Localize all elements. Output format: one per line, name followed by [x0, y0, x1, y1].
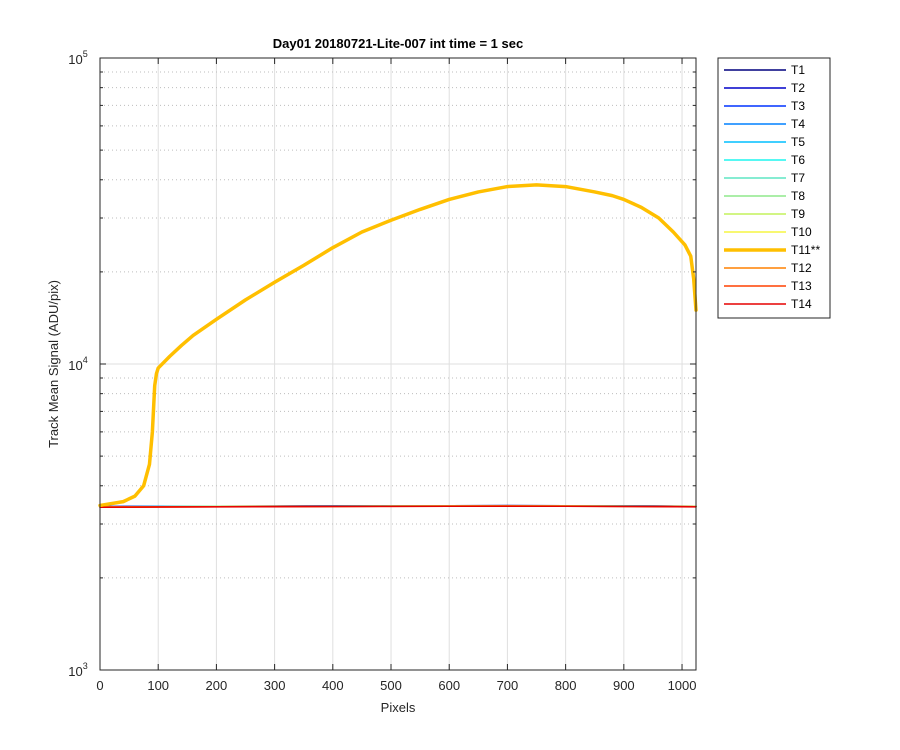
- series-line-t11: [98, 183, 698, 508]
- chart-title: Day01 20180721-Lite-007 int time = 1 sec: [273, 36, 523, 51]
- legend-label: T2: [791, 81, 805, 95]
- legend-label: T5: [791, 135, 805, 149]
- legend-label: T12: [791, 261, 812, 275]
- x-tick-label: 900: [613, 678, 635, 693]
- legend-label: T3: [791, 99, 805, 113]
- x-tick-label: 600: [438, 678, 460, 693]
- legend-label: T4: [791, 117, 805, 131]
- x-tick-label: 700: [497, 678, 519, 693]
- legend-label: T6: [791, 153, 805, 167]
- legend-label: T11**: [791, 243, 820, 257]
- y-tick-exponent: 5: [83, 49, 88, 59]
- legend-label: T9: [791, 207, 805, 221]
- legend-label: T10: [791, 225, 812, 239]
- x-tick-label: 1000: [668, 678, 697, 693]
- y-axis-label: Track Mean Signal (ADU/pix): [46, 280, 61, 448]
- x-axis-label: Pixels: [381, 700, 416, 715]
- y-tick-exponent: 3: [83, 661, 88, 671]
- x-tick-label: 400: [322, 678, 344, 693]
- legend-label: T7: [791, 171, 805, 185]
- legend-label: T8: [791, 189, 805, 203]
- series-layer: [98, 183, 698, 508]
- legend-label: T1: [791, 63, 805, 77]
- x-tick-label: 0: [96, 678, 103, 693]
- y-tick-exponent: 4: [83, 355, 88, 365]
- legend: T1 T2 T3 T4 T5 T6 T7 T8 T9 T10 T11** T12 T13 T14: [717, 57, 831, 319]
- legend-label: T14: [791, 297, 812, 311]
- x-tick-label: 300: [264, 678, 286, 693]
- x-tick-label: 500: [380, 678, 402, 693]
- x-tick-label: 200: [206, 678, 228, 693]
- series-line-t14: [99, 505, 697, 508]
- x-tick-label: 800: [555, 678, 577, 693]
- legend-box: [717, 57, 831, 319]
- x-tick-label: 100: [147, 678, 169, 693]
- legend-label: T13: [791, 279, 812, 293]
